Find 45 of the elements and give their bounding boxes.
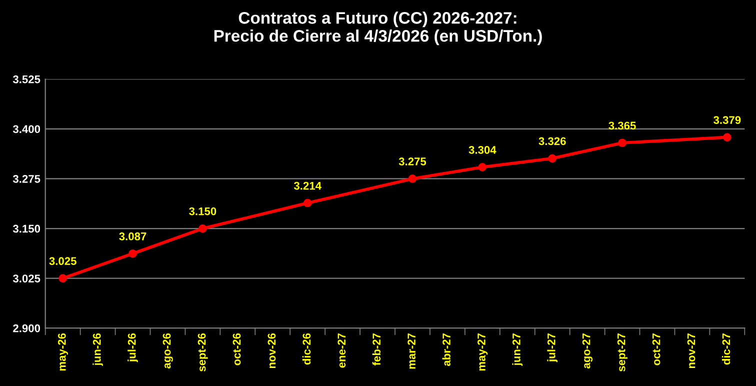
point <box>128 249 137 258</box>
point <box>618 138 626 148</box>
x-tick-label: feb-27 <box>372 333 381 366</box>
x-tick-label: oct-26 <box>232 333 241 366</box>
x-tick-label: may-26 <box>58 333 68 371</box>
x-tick-label: nov-26 <box>268 333 276 368</box>
point <box>723 133 732 142</box>
y-tick-label: 3.150 <box>12 224 40 233</box>
chart-title: Contratos a Futuro (CC) 2026-2027: Precio de Cierre al 4/3/2026 (en USD/Ton.) <box>214 12 542 46</box>
point <box>303 198 312 208</box>
data-label: 3.326 <box>538 137 566 146</box>
y-tick-label: 3.025 <box>12 274 40 282</box>
x-tick-label: ene-27 <box>338 333 346 368</box>
x-tick-label: ago-26 <box>162 333 173 368</box>
y-tick-label: 3.400 <box>12 125 40 134</box>
point <box>198 224 207 233</box>
data-label: 3.379 <box>714 116 741 124</box>
x-tick-label: jul-27 <box>547 333 558 362</box>
data-label: 3.087 <box>119 232 146 240</box>
x-tick-label: abr-27 <box>442 333 450 366</box>
data-label: 3.214 <box>294 182 322 190</box>
data-label: 3.304 <box>468 146 496 154</box>
data-label: 3.150 <box>189 207 216 216</box>
x-tick-label: dic-27 <box>722 333 730 365</box>
x-tick-label: jun-26 <box>92 333 103 366</box>
x-tick-label: mar-27 <box>408 333 416 369</box>
data-label: 3.275 <box>398 158 426 166</box>
point <box>408 174 417 183</box>
x-tick-label: oct-27 <box>652 333 660 366</box>
x-tick-label: may-27 <box>478 333 488 371</box>
point <box>478 163 487 172</box>
x-tick-label: nov-27 <box>687 333 696 368</box>
x-tick-label: jul-26 <box>128 333 138 362</box>
y-tick-label: 2.900 <box>13 324 40 332</box>
x-tick-label: sept-26 <box>198 333 208 372</box>
y-tick-label: 3.275 <box>12 174 40 183</box>
point <box>58 274 68 282</box>
y-tick-label: 3.525 <box>12 75 40 84</box>
x-tick-label: jun-27 <box>512 333 523 366</box>
x-tick-label: sept-27 <box>617 333 628 372</box>
x-tick-label: ago-27 <box>582 333 592 368</box>
data-label: 3.025 <box>49 257 76 266</box>
data-label: 3.365 <box>608 122 636 130</box>
x-tick-label: dic-26 <box>302 333 311 365</box>
point <box>548 154 557 163</box>
